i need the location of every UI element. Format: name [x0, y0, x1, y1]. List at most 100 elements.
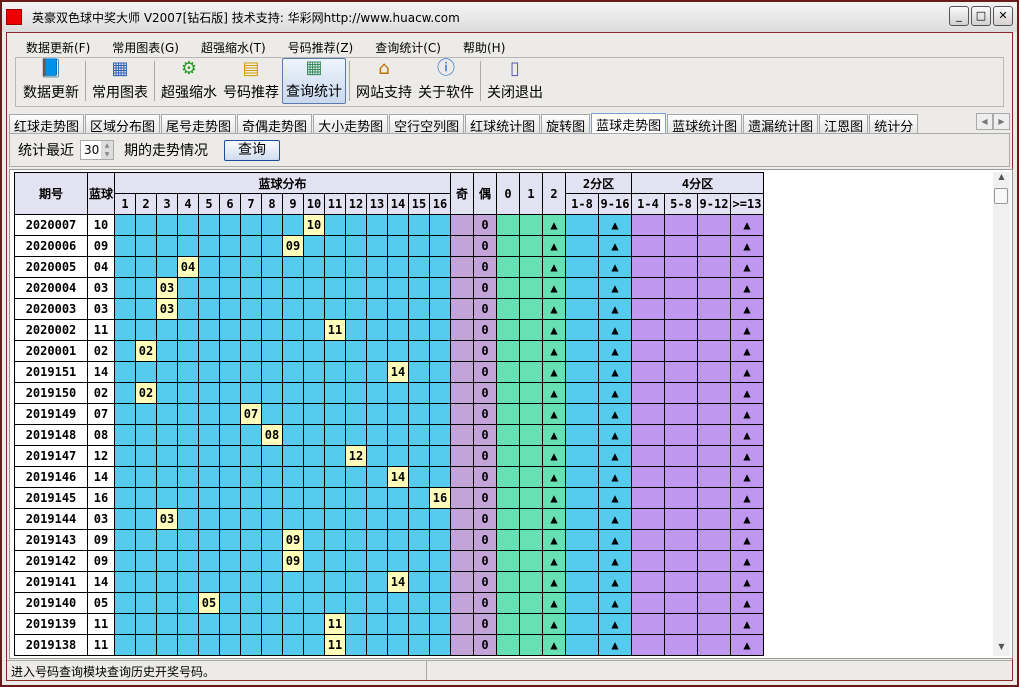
dist-cell [198, 361, 220, 383]
close-button[interactable]: ✕ [993, 6, 1013, 26]
dist-cell [156, 550, 178, 572]
dist-cell [135, 214, 157, 236]
main-frame: 数据更新(F) 常用图表(G) 超强缩水(T) 号码推荐(Z) 查询统计(C) 帮助(H)… [6, 32, 1013, 681]
spin-arrows-icon[interactable]: ▲ ▼ [101, 141, 113, 159]
mod2-cell: ▲ [542, 256, 566, 278]
zone4-9-12-cell [697, 298, 731, 320]
period-count-value[interactable]: 30 [84, 143, 100, 157]
dist-cell [345, 550, 367, 572]
dist-cell [282, 424, 304, 446]
tab-item[interactable]: 大小走势图 [313, 114, 389, 133]
hit-cell: 09 [282, 529, 304, 551]
tab-scroll-right-button[interactable]: ▶ [993, 113, 1010, 130]
tab-scroll-left-button[interactable]: ◀ [976, 113, 993, 130]
dist-cell [303, 487, 325, 509]
dist-cell [177, 340, 199, 362]
table-row: 2019142 09 09 0 ▲ ▲ ▲ [14, 550, 764, 572]
tab-item[interactable]: 奇偶走势图 [237, 114, 313, 133]
tab-item[interactable]: 蓝球统计图 [667, 114, 743, 133]
toolbar-button-book[interactable]: 📘 数据更新 [20, 58, 82, 104]
mod1-cell [519, 571, 543, 593]
mod0-cell [496, 340, 520, 362]
tab-item[interactable]: 遗漏统计图 [743, 114, 819, 133]
minimize-button[interactable]: _ [949, 6, 969, 26]
zone2-9-16-cell: ▲ [598, 382, 632, 404]
window-title: 英豪双色球中奖大师 V2007[钻石版] 技术支持: 华彩网http://www… [32, 10, 460, 25]
menu-item[interactable]: 数据更新(F) [26, 41, 91, 55]
dist-cell [240, 298, 262, 320]
header-zone4-col: 5-8 [664, 193, 698, 215]
mod1-cell [519, 550, 543, 572]
even-cell: 0 [473, 508, 497, 530]
mod0-cell [496, 571, 520, 593]
dist-cell [261, 235, 283, 257]
tab-item[interactable]: 统计分 [869, 114, 919, 133]
header-blue: 蓝球 [87, 172, 115, 215]
scroll-up-icon[interactable]: ▲ [998, 172, 1005, 181]
tab-item[interactable]: 旋转图 [541, 114, 591, 133]
menu-item[interactable]: 查询统计(C) [375, 41, 441, 55]
menu-item[interactable]: 号码推荐(Z) [287, 41, 354, 55]
odd-cell [450, 235, 474, 257]
hit-cell: 03 [156, 508, 178, 530]
tab-item[interactable]: 江恩图 [819, 114, 869, 133]
zone2-1-8-cell [565, 550, 599, 572]
even-cell: 0 [473, 214, 497, 236]
table-row: 2020005 04 04 0 ▲ ▲ ▲ [14, 256, 764, 278]
dist-cell [282, 592, 304, 614]
toolbar-button-gear-book[interactable]: ⚙ 超强缩水 [158, 58, 220, 104]
mod1-cell [519, 487, 543, 509]
dist-cell [114, 571, 136, 593]
scroll-down-icon[interactable]: ▼ [998, 642, 1005, 651]
toolbar-button-coins[interactable]: ▤ 号码推荐 [220, 58, 282, 104]
query-button[interactable]: 查询 [224, 139, 280, 161]
dist-cell [345, 424, 367, 446]
menu-item[interactable]: 常用图表(G) [112, 41, 179, 55]
mod2-cell: ▲ [542, 550, 566, 572]
mod1-cell [519, 256, 543, 278]
vertical-scrollbar[interactable]: ▲ ▼ [993, 172, 1010, 656]
tab-item[interactable]: 空行空列图 [389, 114, 465, 133]
tab-item[interactable]: 红球走势图 [9, 114, 85, 133]
period-cell: 2019142 [14, 550, 88, 572]
table-row: 2020004 03 03 0 ▲ ▲ ▲ [14, 277, 764, 299]
dist-cell [135, 592, 157, 614]
tab-item[interactable]: 蓝球走势图 [591, 113, 667, 133]
toolbar-button-chart-grid[interactable]: ▦ 常用图表 [89, 58, 151, 104]
zone4-5-8-cell [664, 235, 698, 257]
toolbar-button-info[interactable]: ⓘ 关于软件 [415, 58, 477, 104]
mod1-cell [519, 508, 543, 530]
menu-item[interactable]: 帮助(H) [463, 41, 506, 55]
even-cell: 0 [473, 235, 497, 257]
dist-cell [345, 466, 367, 488]
even-cell: 0 [473, 466, 497, 488]
zone4-13plus-cell: ▲ [730, 508, 764, 530]
dist-cell [282, 571, 304, 593]
zone2-1-8-cell [565, 382, 599, 404]
zone4-5-8-cell [664, 403, 698, 425]
mod2-cell: ▲ [542, 403, 566, 425]
tab-item[interactable]: 尾号走势图 [161, 114, 237, 133]
zone4-13plus-cell: ▲ [730, 382, 764, 404]
dist-cell [135, 445, 157, 467]
dist-cell [282, 214, 304, 236]
dist-cell [219, 361, 241, 383]
dist-cell [156, 319, 178, 341]
period-cell: 2019144 [14, 508, 88, 530]
menu-item[interactable]: 超强缩水(T) [200, 41, 266, 55]
mod0-cell [496, 277, 520, 299]
period-count-stepper[interactable]: 30 ▲ ▼ [80, 140, 114, 160]
tab-item[interactable]: 区域分布图 [85, 114, 161, 133]
scrollbar-thumb[interactable] [994, 188, 1008, 204]
dist-cell [219, 613, 241, 635]
zone2-9-16-cell: ▲ [598, 508, 632, 530]
toolbar-button-stats-window[interactable]: ▦ 查询统计 [282, 57, 346, 104]
toolbar-button-home[interactable]: ⌂ 网站支持 [353, 58, 415, 104]
home-icon: ⌂ [378, 58, 390, 79]
toolbar-button-exit-door[interactable]: ▯ 关闭退出 [484, 58, 546, 104]
tab-item[interactable]: 红球统计图 [465, 114, 541, 133]
maximize-button[interactable]: □ [971, 6, 991, 26]
dist-cell [345, 256, 367, 278]
zone2-1-8-cell [565, 613, 599, 635]
header-dist-col: 4 [177, 193, 199, 215]
